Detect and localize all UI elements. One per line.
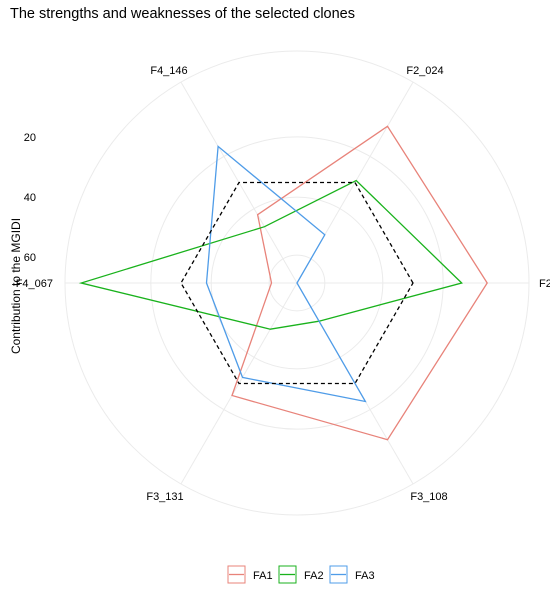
axis-labels: F2_095 F2_024 F4_146 F4_067 F3_131 F3_108 <box>16 65 550 503</box>
axis-label-f4-067: F4_067 <box>16 278 53 290</box>
series-fa1 <box>231 125 488 441</box>
chart-title: The strengths and weaknesses of the sele… <box>10 6 355 22</box>
series-lines <box>78 125 488 441</box>
legend: FA1 FA2 FA3 <box>227 565 375 584</box>
legend-label-fa1: FA1 <box>253 570 273 582</box>
legend-label-fa2: FA2 <box>304 570 324 582</box>
legend-key-fa1 <box>227 565 246 584</box>
series-fa2 <box>78 179 463 330</box>
radial-tick-label: 60 <box>24 252 36 264</box>
series-fa3 <box>205 145 367 403</box>
legend-key-fa2 <box>278 565 297 584</box>
radial-tick-labels: 20 40 60 <box>24 132 36 264</box>
axis-label-f4-146: F4_146 <box>150 65 187 77</box>
legend-key-fa3 <box>329 565 348 584</box>
y-axis-label: Contribution to the MGIDI <box>9 218 23 354</box>
radial-tick-label: 20 <box>24 132 36 144</box>
axis-label-f3-131: F3_131 <box>146 491 183 503</box>
axis-label-f2-024: F2_024 <box>406 65 443 77</box>
legend-label-fa3: FA3 <box>355 570 375 582</box>
axis-label-f2-095: F2_095 <box>539 278 550 290</box>
axis-label-f3-108: F3_108 <box>410 491 447 503</box>
radial-tick-label: 40 <box>24 192 36 204</box>
